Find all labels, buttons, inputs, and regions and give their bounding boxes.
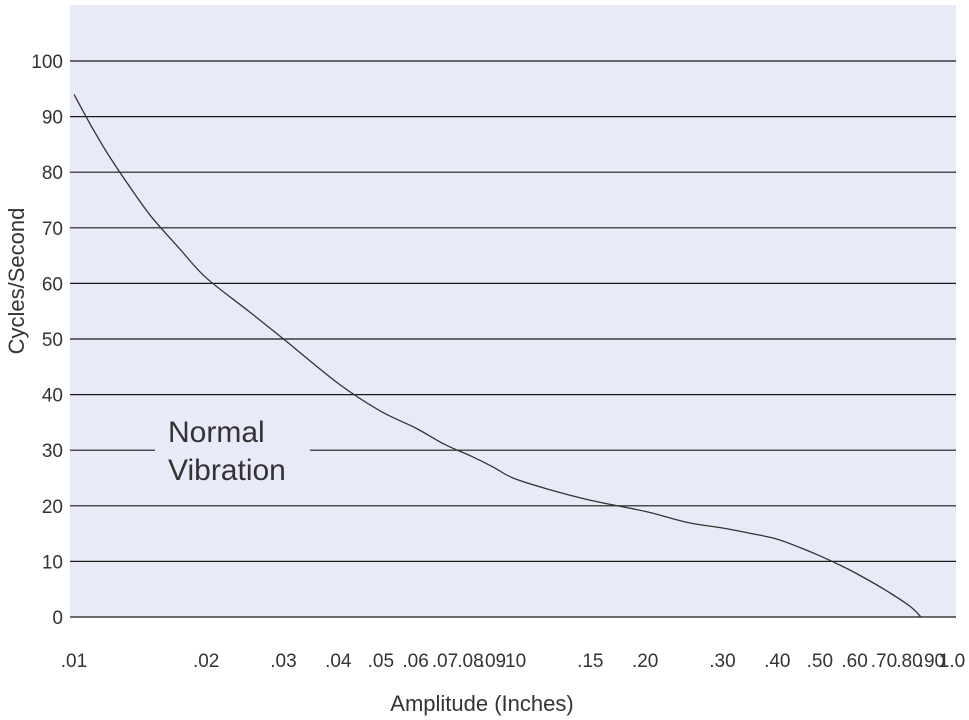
x-tick-label: .70	[871, 651, 897, 672]
y-tick-label: 20	[42, 497, 63, 518]
x-tick-label: .15	[577, 651, 603, 672]
y-tick-label: 10	[42, 552, 63, 573]
y-axis-title: Cycles/Second	[4, 208, 29, 355]
series-line	[73, 94, 922, 618]
x-tick-label: .02	[193, 651, 219, 672]
series-layer	[73, 94, 922, 618]
plot-area	[70, 5, 956, 617]
x-tick-label: .09	[480, 651, 506, 672]
gridlines	[70, 60, 956, 618]
y-tick-label: 70	[42, 219, 63, 240]
annotation-background	[155, 410, 310, 490]
annotation-line-1: Normal	[168, 416, 265, 449]
x-tick-label: .06	[402, 651, 428, 672]
x-tick-label: .50	[807, 651, 833, 672]
x-tick-label: .08	[457, 651, 483, 672]
x-tick-label: .60	[841, 651, 867, 672]
x-tick-label: .80	[896, 651, 922, 672]
y-tick-label: 100	[31, 52, 63, 73]
x-tick-label: .30	[709, 651, 735, 672]
x-tick-label: .04	[325, 651, 352, 672]
x-tick-label: .10	[500, 651, 526, 672]
y-tick-label: 30	[42, 441, 63, 462]
x-axis-ticks: .01 .02 .03 .04 .05 .06.07.08.09.10 .15 .20 .30.…	[61, 651, 965, 672]
y-tick-label: 60	[42, 274, 63, 295]
annotation-normal-vibration: Normal Vibration	[155, 410, 310, 490]
y-axis-ticks: 0 10 20 30 40 50 60 70 80 90 100	[31, 52, 63, 629]
x-tick-label: .07	[432, 651, 458, 672]
y-tick-label: 40	[42, 386, 63, 407]
x-tick-label: .90	[919, 651, 945, 672]
annotation-line-2: Vibration	[168, 454, 286, 487]
x-tick-label: .40	[764, 651, 790, 672]
y-tick-label: 80	[42, 163, 63, 184]
x-tick-label: .01	[61, 651, 87, 672]
y-tick-label: 0	[52, 608, 63, 629]
y-tick-label: 90	[42, 108, 63, 129]
x-tick-label: .20	[632, 651, 658, 672]
y-tick-label: 50	[42, 330, 63, 351]
x-tick-label: .03	[270, 651, 296, 672]
x-tick-label: 1.0	[939, 651, 965, 672]
x-tick-label: .05	[368, 651, 394, 672]
x-axis-title: Amplitude (Inches)	[390, 691, 573, 716]
